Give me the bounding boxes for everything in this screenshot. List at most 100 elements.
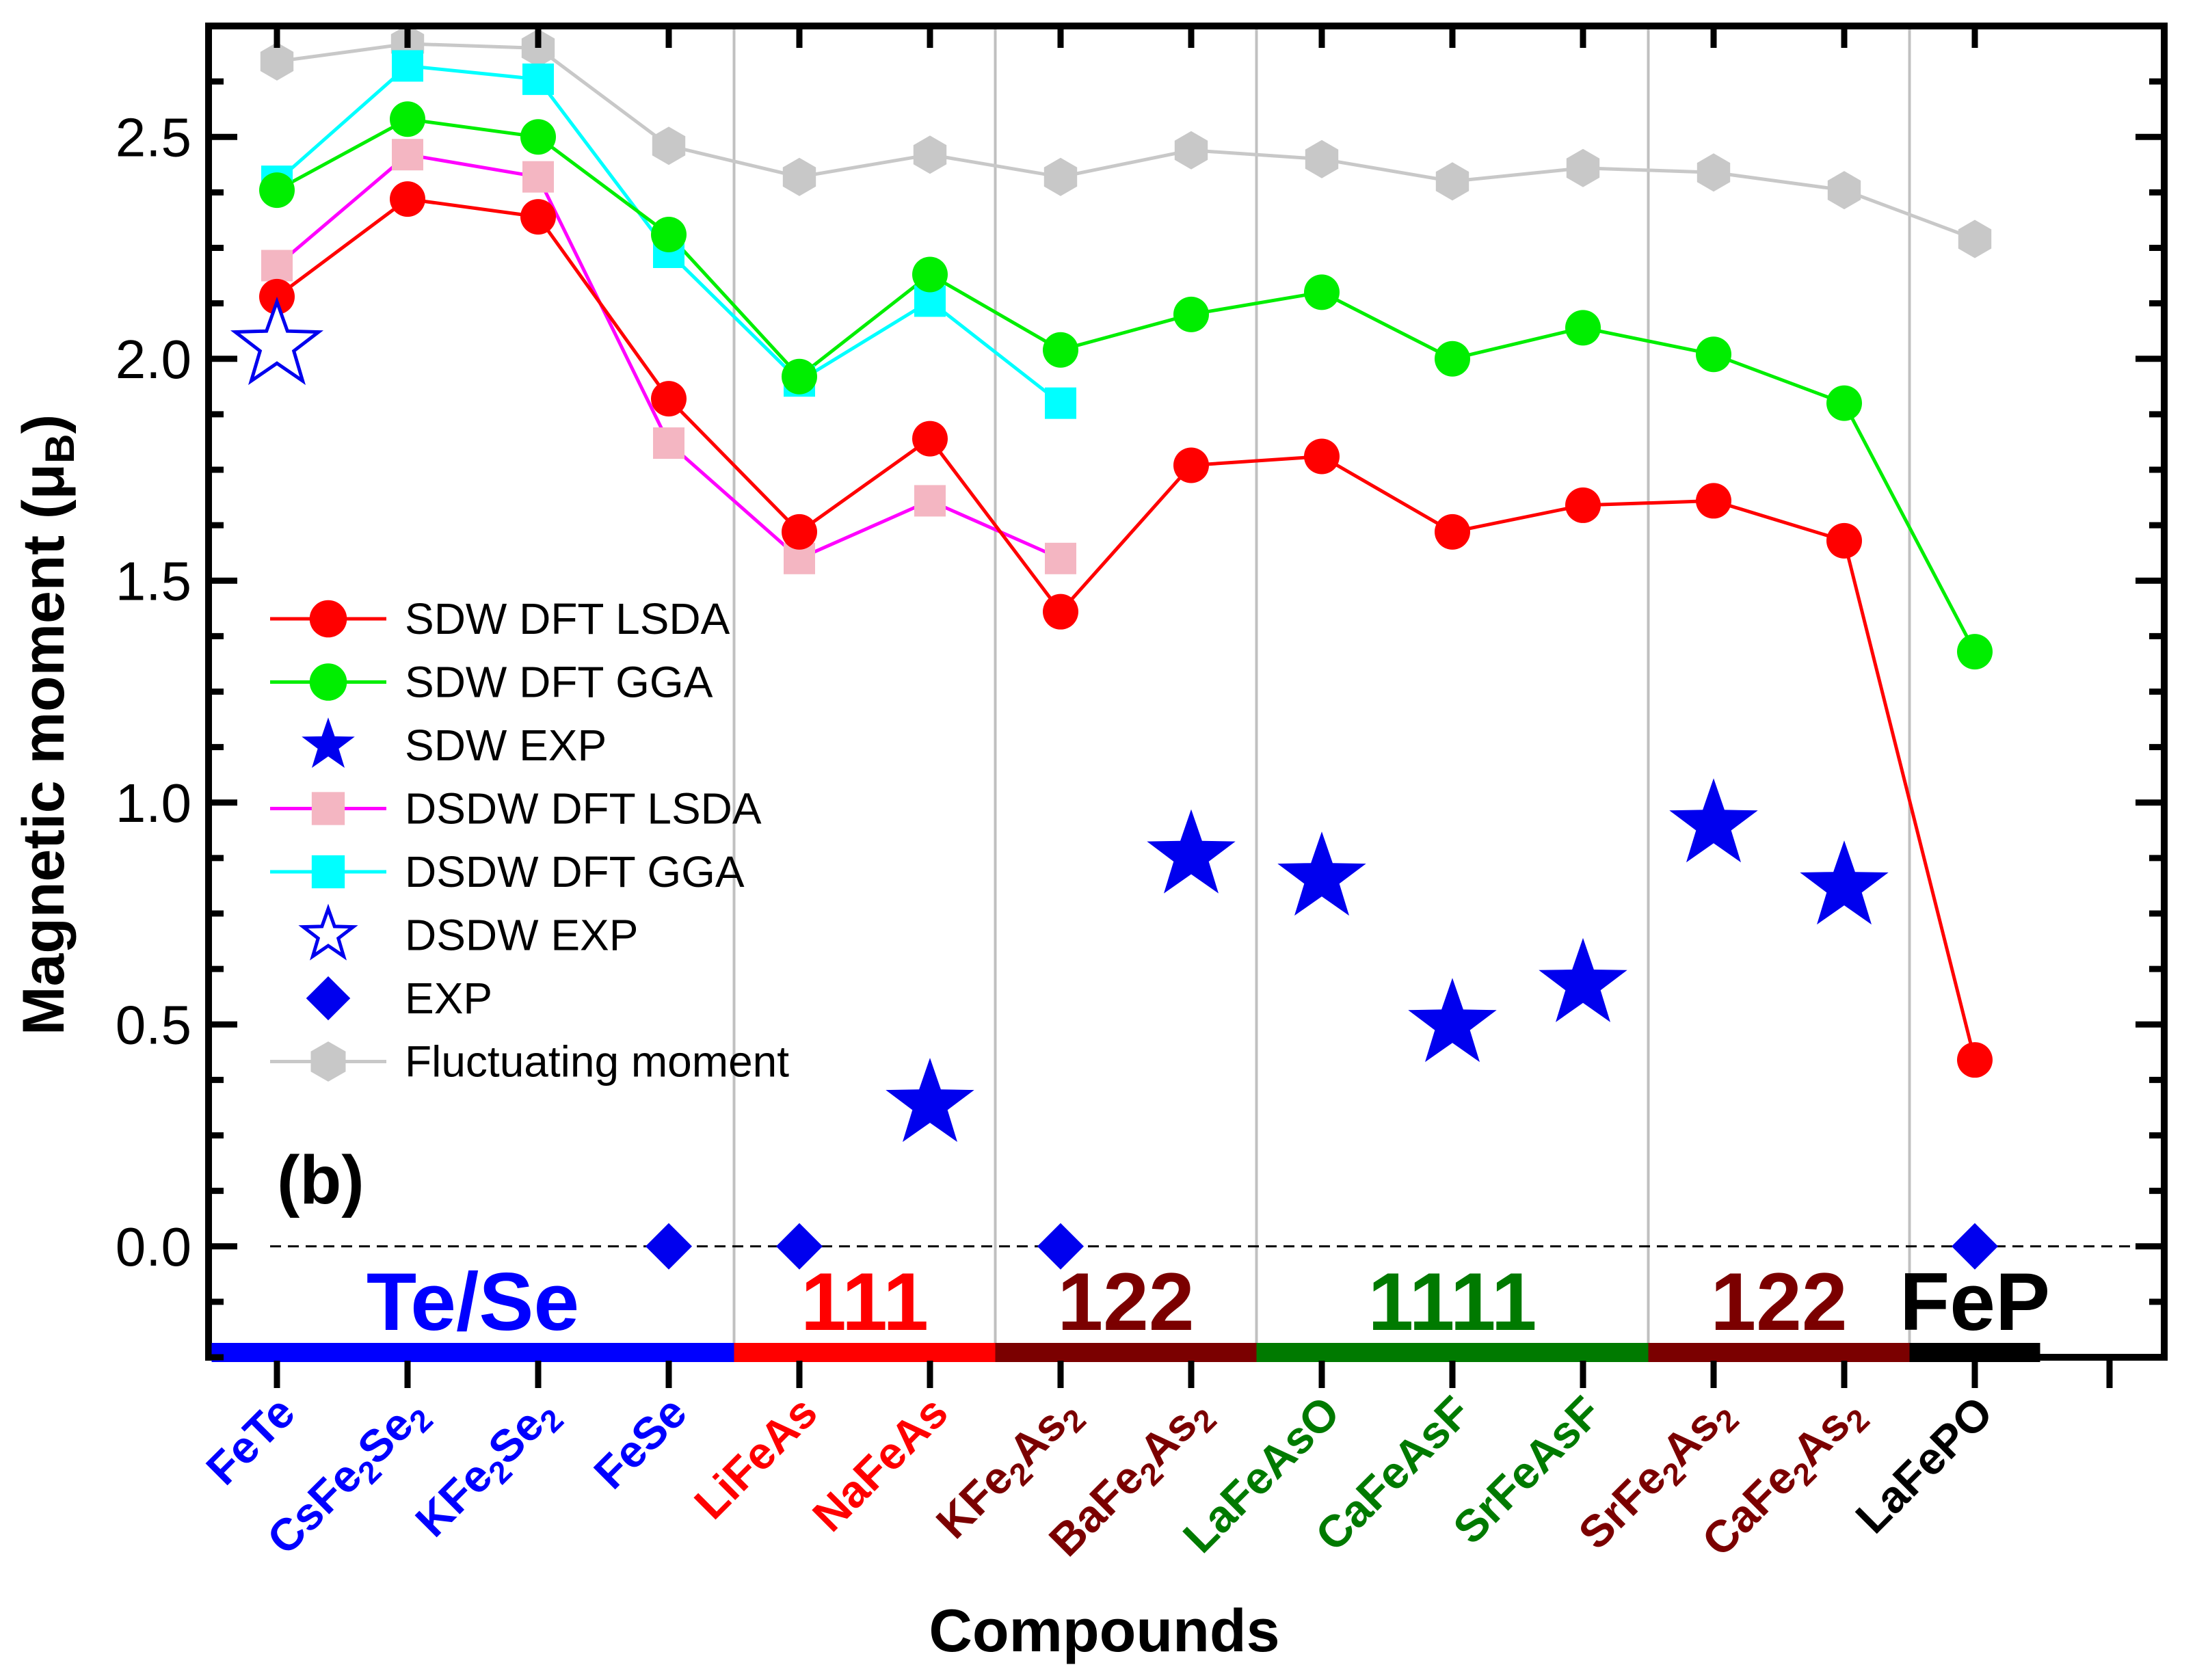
legend-marker bbox=[309, 600, 347, 638]
x-axis-title: Compounds bbox=[929, 1597, 1279, 1664]
data-point bbox=[1565, 487, 1601, 523]
x-tick-label: FeTe bbox=[196, 1387, 304, 1495]
legend-label: DSDW DFT LSDA bbox=[405, 784, 762, 834]
data-point bbox=[651, 217, 687, 253]
x-tick-label: LaFePO bbox=[1846, 1387, 2002, 1543]
data-point bbox=[1539, 937, 1627, 1022]
group-label: 1111 bbox=[1368, 1256, 1536, 1348]
data-point bbox=[392, 50, 423, 82]
group-label: 111 bbox=[801, 1256, 929, 1348]
y-tick-label: 0.0 bbox=[116, 1216, 191, 1277]
x-tick-label: KFe2Se2 bbox=[405, 1387, 570, 1551]
group-label: 122 bbox=[1710, 1256, 1847, 1348]
legend-marker bbox=[311, 855, 345, 889]
data-point bbox=[912, 256, 948, 293]
data-point bbox=[522, 161, 554, 193]
legend-label: SDW DFT LSDA bbox=[405, 594, 730, 643]
legend-label: SDW EXP bbox=[405, 721, 607, 770]
legend-marker bbox=[309, 663, 347, 701]
data-point bbox=[1957, 634, 1993, 670]
data-point bbox=[1045, 387, 1076, 419]
y-tick-label: 1.0 bbox=[116, 773, 191, 834]
data-point bbox=[782, 514, 817, 550]
data-point bbox=[1305, 139, 1339, 178]
data-point bbox=[913, 135, 947, 174]
legend-label: EXP bbox=[405, 974, 492, 1023]
data-point bbox=[1277, 831, 1366, 916]
series-line-1 bbox=[276, 117, 1977, 653]
data-point bbox=[914, 485, 946, 517]
y-tick-label: 2.0 bbox=[116, 329, 191, 390]
data-point bbox=[1697, 153, 1731, 192]
data-point bbox=[1174, 131, 1208, 170]
legend-marker bbox=[310, 1041, 346, 1082]
y-tick-label: 0.5 bbox=[116, 994, 191, 1055]
series-line-0 bbox=[276, 197, 1977, 1061]
data-point bbox=[1304, 274, 1340, 310]
plot-frame bbox=[205, 23, 2168, 1388]
x-tick-label: KFe2As2 bbox=[927, 1387, 1093, 1553]
legend-marker bbox=[311, 792, 345, 825]
data-point bbox=[653, 427, 684, 459]
data-point bbox=[1435, 162, 1469, 201]
data-point bbox=[521, 29, 555, 68]
group-label: 122 bbox=[1057, 1256, 1194, 1348]
group-label: FeP bbox=[1900, 1256, 2050, 1348]
legend-label: SDW DFT GGA bbox=[405, 658, 713, 707]
data-point bbox=[1952, 1223, 1998, 1270]
data-point bbox=[390, 181, 425, 217]
data-point bbox=[259, 172, 295, 209]
data-point bbox=[1958, 219, 1992, 258]
legend-marker bbox=[306, 976, 351, 1021]
data-point bbox=[1045, 542, 1076, 574]
data-point bbox=[1435, 514, 1470, 550]
y-tick-label: 1.5 bbox=[116, 550, 191, 611]
y-axis-title: Magnetic moment (μB) bbox=[11, 414, 83, 1035]
legend: SDW DFT LSDA SDW DFT GGA SDW EXP DSDW DFT L… bbox=[270, 594, 789, 1086]
data-point bbox=[390, 101, 425, 137]
group-separators bbox=[270, 26, 2164, 1346]
data-point bbox=[1043, 332, 1078, 368]
data-point bbox=[230, 296, 323, 386]
data-point bbox=[1827, 171, 1861, 210]
legend-label: DSDW DFT GGA bbox=[405, 847, 745, 896]
data-point bbox=[520, 119, 556, 155]
data-point bbox=[1566, 148, 1600, 187]
data-point bbox=[1408, 978, 1497, 1063]
data-point bbox=[782, 358, 817, 395]
data-point bbox=[1173, 296, 1209, 332]
data-point bbox=[886, 1058, 974, 1143]
data-point bbox=[1696, 483, 1731, 519]
legend-marker bbox=[298, 903, 358, 961]
data-point bbox=[652, 126, 686, 165]
data-point bbox=[1037, 1223, 1084, 1270]
data-point bbox=[1043, 594, 1078, 630]
y-tick-label: 2.5 bbox=[116, 107, 191, 168]
data-point bbox=[1565, 310, 1601, 346]
data-point bbox=[1826, 522, 1862, 559]
data-point bbox=[260, 42, 294, 81]
x-tick-label: FeSe bbox=[584, 1387, 696, 1499]
data-point bbox=[1304, 438, 1340, 475]
data-point bbox=[1147, 809, 1236, 894]
data-point bbox=[522, 63, 554, 95]
data-point bbox=[1043, 157, 1078, 196]
data-point bbox=[912, 421, 948, 457]
legend-label: Fluctuating moment bbox=[405, 1037, 789, 1086]
data-point bbox=[776, 1223, 823, 1270]
legend-marker bbox=[302, 717, 355, 768]
data-point bbox=[1826, 385, 1862, 421]
series-line-7 bbox=[276, 42, 1976, 241]
data-point bbox=[646, 1223, 692, 1270]
data-point bbox=[1800, 840, 1889, 925]
series-lines bbox=[276, 42, 1977, 1061]
data-point bbox=[1173, 447, 1209, 483]
data-point bbox=[520, 199, 556, 235]
panel-label: (b) bbox=[277, 1142, 364, 1218]
group-label: Te/Se bbox=[367, 1256, 579, 1348]
legend-label: DSDW EXP bbox=[405, 911, 638, 960]
data-point bbox=[651, 381, 687, 417]
data-point bbox=[1435, 341, 1470, 377]
data-point bbox=[1696, 336, 1731, 373]
